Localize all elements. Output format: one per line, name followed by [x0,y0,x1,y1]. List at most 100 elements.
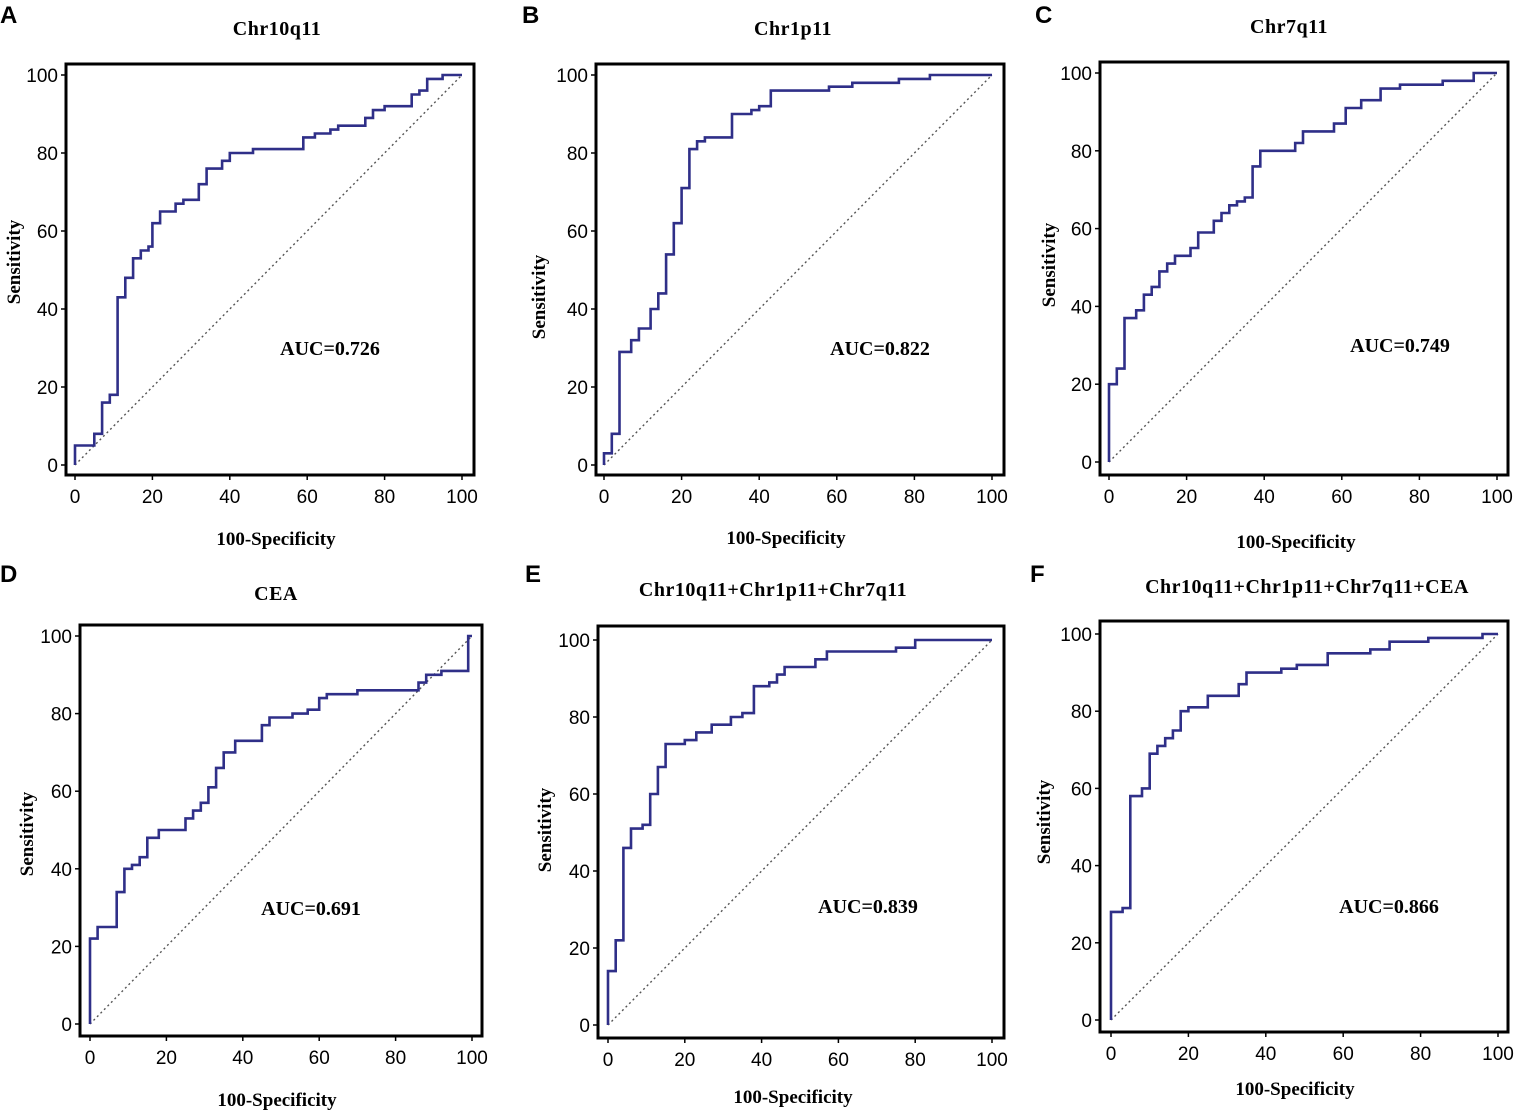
y-tick-label: 40 [1071,857,1092,878]
x-tick-label: 80 [385,1048,406,1069]
y-tick-label: 100 [558,631,590,652]
auc-annotation: AUC=0.866 [1339,896,1439,918]
plot-frame [594,62,1006,477]
x-tick-label: 100 [1482,1044,1514,1065]
x-tick-label: 100 [976,1050,1008,1071]
panel-letter: E [525,561,541,588]
x-axis-label: 100-Specificity [733,1087,853,1108]
x-tick-label: 80 [904,487,925,508]
y-tick-label: 20 [37,378,58,399]
roc-panel-b: B Chr1p11 0 20 40 60 80 100 0 20 40 60 80 100 100-Spec… [522,2,1008,549]
panel-letter: B [522,2,539,29]
panel-letter: F [1030,561,1045,588]
y-tick-label: 100 [26,66,58,87]
y-axis-label: Sensitivity [529,254,550,339]
y-axis-label: Sensitivity [17,791,38,876]
x-tick-label: 40 [232,1048,253,1069]
x-tick-label: 40 [751,1050,772,1071]
y-tick-label: 0 [47,456,58,477]
x-tick-label: 60 [828,1050,849,1071]
x-tick-label: 20 [142,487,163,508]
x-tick-label: 80 [905,1050,926,1071]
y-tick-label: 0 [577,456,588,477]
reference-diagonal-line [1108,72,1498,463]
x-tick-label: 100 [446,487,478,508]
y-tick-label: 60 [567,222,588,243]
plot-frame [1098,60,1510,477]
panel-letter: C [1035,2,1052,29]
y-axis-label: Sensitivity [535,787,556,872]
plot-frame [1098,619,1510,1034]
x-axis-label: 100-Specificity [1236,532,1356,553]
roc-curve-line [88,634,472,1024]
y-tick-label: 0 [1081,453,1092,474]
y-tick-label: 80 [1071,142,1092,163]
chart-title: Chr1p11 [754,18,832,40]
roc-curve-line [1107,71,1497,462]
x-axis-label: 100-Specificity [216,529,336,550]
x-tick-label: 80 [1410,1044,1431,1065]
reference-diagonal-line [1110,633,1499,1021]
chart-title: Chr10q11+Chr1p11+Chr7q11 [639,579,907,601]
x-tick-label: 20 [674,1050,695,1071]
y-tick-label: 0 [61,1015,72,1036]
y-tick-label: 80 [51,705,72,726]
x-tick-label: 60 [1331,487,1352,508]
x-tick-label: 100 [456,1048,488,1069]
x-tick-label: 0 [599,487,610,508]
chart-title: CEA [254,583,298,605]
reference-diagonal-line [603,74,993,466]
roc-panel-f: F Chr10q11+Chr1p11+Chr7q11+CEA 0 20 40 60 80 10… [1030,561,1514,1100]
x-tick-label: 60 [297,487,318,508]
y-tick-label: 80 [1071,702,1092,723]
x-tick-label: 20 [1178,1044,1199,1065]
y-tick-label: 40 [569,862,590,883]
x-tick-label: 100 [1481,487,1513,508]
plot-frame [64,62,476,477]
x-tick-label: 0 [1106,1044,1117,1065]
roc-panel-c: C Chr7q11 0 20 40 60 80 100 0 20 40 60 80 100 100-Spec… [1035,2,1513,553]
y-tick-label: 60 [1071,220,1092,241]
x-axis-label: 100-Specificity [726,528,846,549]
y-axis-label: Sensitivity [1034,779,1055,864]
auc-annotation: AUC=0.749 [1350,335,1450,357]
x-axis-label: 100-Specificity [1235,1079,1355,1100]
x-tick-label: 40 [749,487,770,508]
x-axis-label: 100-Specificity [217,1090,337,1111]
chart-title: Chr7q11 [1250,16,1328,38]
x-tick-label: 60 [826,487,847,508]
panel-letter: A [0,2,17,29]
roc-panel-d: D CEA 0 20 40 60 80 100 0 20 40 60 80 100 100-Specific… [0,561,488,1111]
y-tick-label: 0 [1081,1011,1092,1032]
x-tick-label: 40 [219,487,240,508]
x-tick-label: 0 [603,1050,614,1071]
y-tick-label: 20 [1071,934,1092,955]
plot-frame [596,624,1006,1040]
y-tick-label: 100 [40,627,72,648]
roc-curve-line [602,73,992,465]
y-tick-label: 80 [569,708,590,729]
auc-annotation: AUC=0.691 [261,898,361,920]
y-tick-label: 40 [567,300,588,321]
y-tick-label: 100 [1060,64,1092,85]
x-tick-label: 0 [70,487,81,508]
x-tick-label: 0 [1104,487,1115,508]
roc-curve-line [606,638,992,1025]
roc-curve-line [1109,632,1498,1020]
y-tick-label: 100 [556,66,588,87]
panel-letter: D [0,561,17,588]
y-tick-label: 60 [569,785,590,806]
chart-title: Chr10q11 [233,18,321,40]
auc-annotation: AUC=0.822 [830,338,930,360]
y-tick-label: 20 [567,378,588,399]
y-tick-label: 20 [51,937,72,958]
roc-panel-e: E Chr10q11+Chr1p11+Chr7q11 0 20 40 60 80 100 0 20… [525,561,1008,1108]
x-tick-label: 60 [309,1048,330,1069]
x-tick-label: 0 [85,1048,96,1069]
x-tick-label: 80 [1409,487,1430,508]
reference-diagonal-line [74,74,463,466]
x-tick-label: 20 [1176,487,1197,508]
x-tick-label: 20 [671,487,692,508]
x-tick-label: 20 [156,1048,177,1069]
